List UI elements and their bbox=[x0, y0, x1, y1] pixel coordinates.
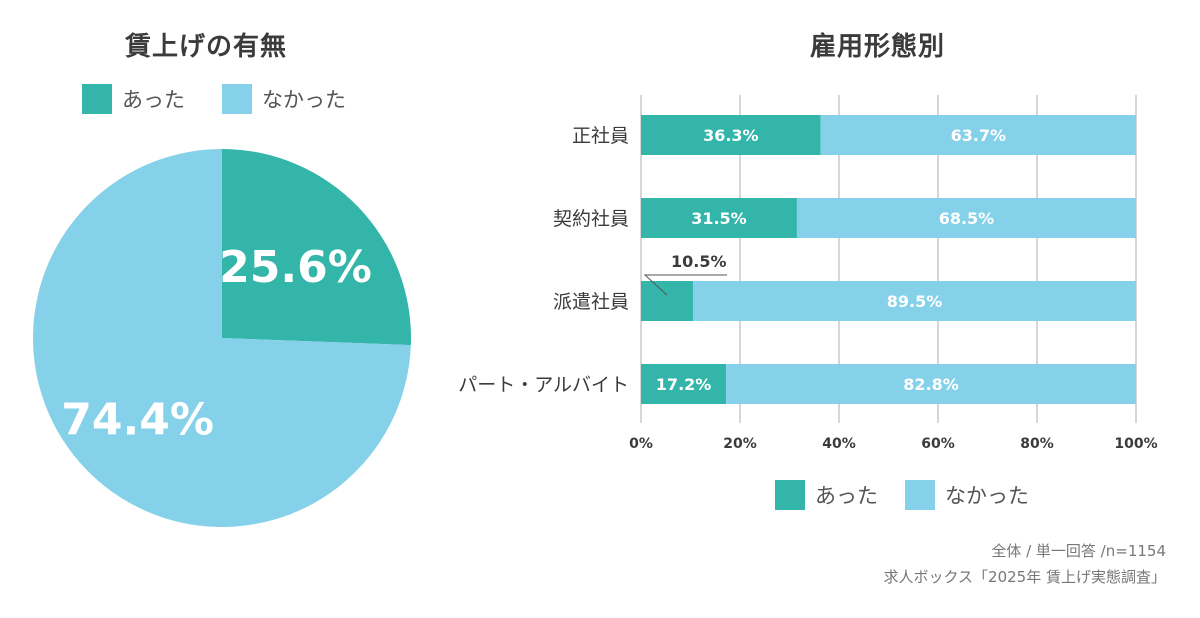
category-label: パート・アルバイト bbox=[458, 374, 629, 396]
legend-swatch-no bbox=[905, 480, 935, 510]
bar-segment-no bbox=[726, 364, 1136, 404]
legend-swatch-no bbox=[222, 84, 252, 114]
category-label: 派遣社員 bbox=[553, 291, 629, 313]
x-tick-label: 40% bbox=[822, 436, 856, 452]
bar-value-label: 68.5% bbox=[939, 209, 995, 228]
x-tick-label: 80% bbox=[1020, 436, 1054, 452]
x-tick-label: 0% bbox=[629, 436, 653, 452]
pie-legend-no: なかった bbox=[222, 84, 346, 114]
x-tick-label: 20% bbox=[723, 436, 757, 452]
pie-slice-yes bbox=[222, 149, 411, 346]
footnote-source: 求人ボックス「2025年 賃上げ実態調査」 bbox=[883, 568, 1167, 586]
legend-swatch-yes bbox=[82, 84, 112, 114]
bar-segment-yes bbox=[641, 281, 693, 321]
pie-chart: 25.6% 74.4% bbox=[33, 148, 411, 527]
x-tick-label: 60% bbox=[921, 436, 955, 452]
footnote-sample: 全体 / 単一回答 /n=1154 bbox=[991, 542, 1166, 560]
bar-segment-yes bbox=[641, 364, 727, 404]
bar-value-label: 63.7% bbox=[951, 126, 1007, 145]
bar-segment-no bbox=[692, 281, 1136, 321]
pie-slice-no bbox=[33, 148, 411, 527]
bar-segment-yes bbox=[641, 115, 821, 155]
legend-label-no: なかった bbox=[262, 88, 346, 112]
bar-value-label: 36.3% bbox=[703, 126, 759, 145]
bar-value-label: 31.5% bbox=[691, 209, 747, 228]
legend-label-yes: あった bbox=[815, 484, 878, 508]
bar-value-callout: 10.5% bbox=[671, 252, 727, 271]
category-label: 正社員 bbox=[572, 125, 629, 147]
bar-segment-no bbox=[796, 198, 1136, 238]
pie-label-yes: 25.6% bbox=[219, 242, 372, 293]
category-label: 契約社員 bbox=[553, 208, 629, 230]
bar-segment-no bbox=[820, 115, 1136, 155]
pie-label-no: 74.4% bbox=[61, 394, 214, 445]
bar-legend-no: なかった bbox=[905, 480, 1029, 510]
bar-value-label: 17.2% bbox=[656, 375, 712, 394]
bar-segment-yes bbox=[641, 198, 797, 238]
bar-value-label: 89.5% bbox=[887, 292, 943, 311]
callout-leader-line bbox=[643, 274, 727, 296]
legend-swatch-yes bbox=[775, 480, 805, 510]
x-tick-label: 100% bbox=[1114, 436, 1157, 452]
legend-label-yes: あった bbox=[122, 88, 185, 112]
bar-chart-title: 雇用形態別 bbox=[810, 32, 946, 62]
pie-legend-yes: あった bbox=[82, 84, 185, 114]
legend-label-no: なかった bbox=[945, 484, 1029, 508]
bar-legend-yes: あった bbox=[775, 480, 878, 510]
bar-chart: 0% 20% 40% 60% 80% 100% 正社員 36.3% 63.7% 契約社員 31.5%… bbox=[458, 95, 1158, 452]
bar-value-label: 82.8% bbox=[903, 375, 959, 394]
pie-chart-title: 賃上げの有無 bbox=[125, 32, 288, 62]
